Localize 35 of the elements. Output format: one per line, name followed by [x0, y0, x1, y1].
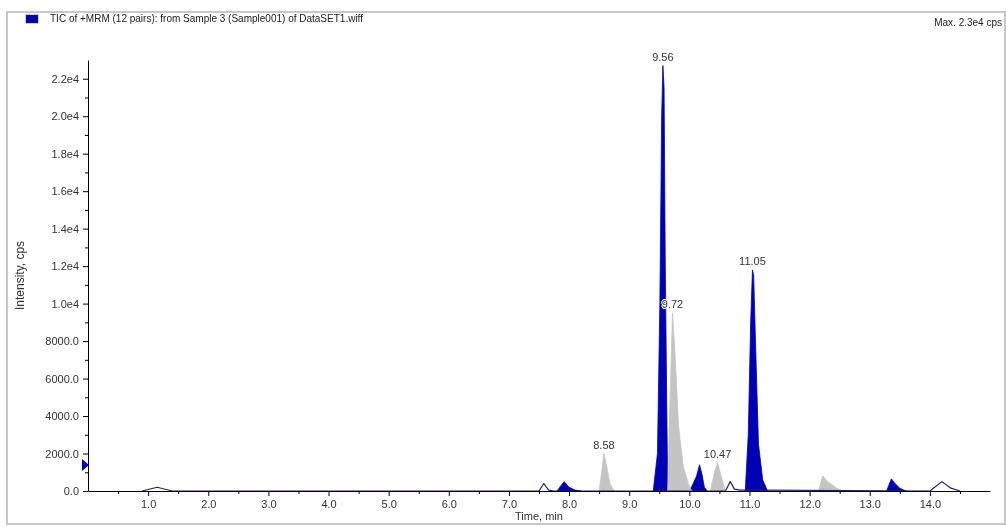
y-tick-label: 2.2e4	[51, 72, 79, 85]
y-tick-label: 0.0	[63, 485, 79, 498]
x-tick-label: 8.0	[561, 497, 578, 510]
x-axis-title: Time, min	[515, 510, 563, 522]
y-tick-label: 1.2e4	[51, 260, 79, 273]
x-tick-label: 2.0	[201, 497, 217, 510]
text: Max. 2.3e4 cps	[934, 17, 1002, 28]
y-tick-label: 1.0e4	[51, 297, 79, 310]
y-tick-label: 6000.0	[45, 372, 79, 385]
annotation: 8.58	[593, 438, 615, 451]
x-tick-label: 7.0	[501, 497, 518, 510]
x-tick-label: 14.0	[919, 497, 942, 510]
y-tick-label: 1.4e4	[51, 222, 79, 235]
x-tick-label: 5.0	[381, 497, 397, 510]
x-tick-label: 12.0	[799, 497, 821, 510]
annotation: 10.47	[703, 447, 732, 460]
annotation: 11.05	[739, 254, 766, 267]
x-tick-label: 1.0	[140, 497, 157, 510]
x-tick-label: 6.0	[441, 497, 457, 510]
x-tick-label: 13.0	[859, 497, 881, 510]
x-tick-label: 3.0	[261, 497, 277, 510]
y-tick-label: 2.0e4	[51, 110, 79, 123]
annotation: 9.56	[652, 50, 674, 63]
y-tick-label: 4000.0	[45, 410, 79, 423]
y-tick-label: 8000.0	[45, 335, 79, 348]
y-axis-title: Intensity, cps	[13, 240, 27, 311]
x-tick-label: 10.0	[679, 497, 701, 510]
legend-label: TIC of +MRM (12 pairs): from Sample 3 (Sample001) of DataSET1.wiff	[50, 13, 364, 24]
x-tick-label: 9.0	[622, 497, 638, 510]
x-tick-label: 4.0	[321, 497, 337, 510]
y-tick-label: 1.8e4	[51, 147, 79, 160]
x-tick-label: 11.0	[739, 497, 761, 510]
y-tick-label: 2000.0	[45, 447, 79, 460]
y-tick-label: 1.6e4	[51, 185, 79, 198]
line-series	[141, 481, 961, 492]
